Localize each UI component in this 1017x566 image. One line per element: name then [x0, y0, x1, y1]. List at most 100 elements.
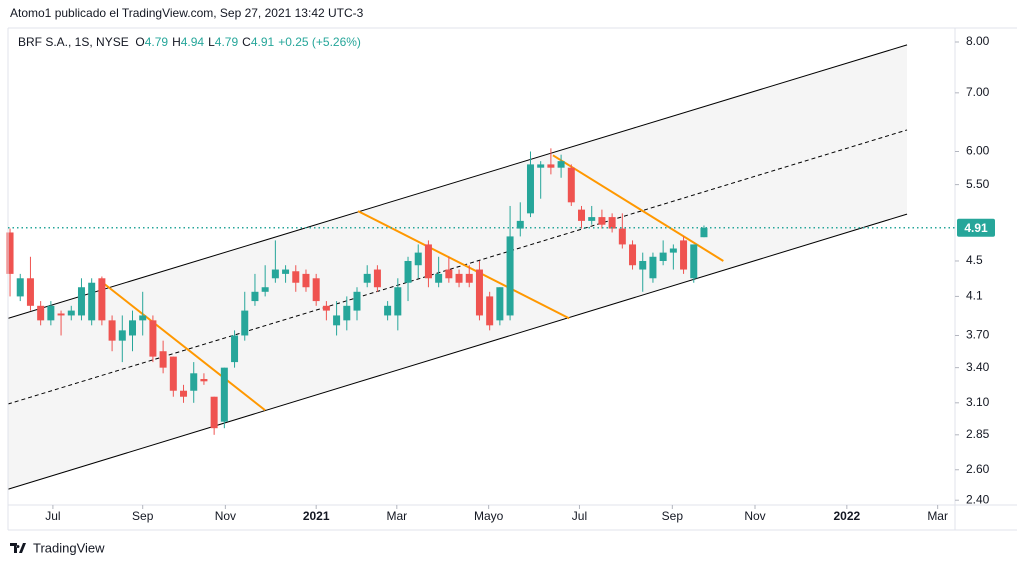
- candle: [588, 205, 596, 225]
- candle-body: [557, 161, 565, 168]
- candle-body: [343, 305, 351, 321]
- legend-key: C: [242, 35, 251, 49]
- candle-body: [47, 305, 55, 321]
- candle-body: [159, 351, 167, 368]
- candle-body: [547, 164, 555, 168]
- candle-body: [180, 390, 188, 397]
- candle: [57, 310, 65, 336]
- candle-body: [578, 209, 586, 221]
- candle-body: [618, 228, 626, 245]
- candle-body: [567, 167, 575, 203]
- logo-icon: [10, 543, 26, 553]
- candle-body: [465, 273, 473, 283]
- x-tick-label: Sep: [662, 509, 684, 523]
- candle-body: [118, 330, 126, 341]
- candle: [241, 291, 249, 341]
- candle: [465, 265, 473, 288]
- candle: [149, 315, 157, 363]
- x-tick-label: Jul: [45, 509, 60, 523]
- candle: [578, 205, 586, 229]
- candle-body: [506, 236, 514, 316]
- source: TradingView: [33, 540, 105, 555]
- candle: [333, 301, 341, 336]
- candle-body: [649, 256, 657, 279]
- candle: [496, 287, 504, 326]
- candle: [200, 373, 208, 385]
- legend-value: 4.79: [144, 35, 169, 49]
- legend-key: L: [208, 35, 215, 49]
- y-tick-label: 3.10: [966, 395, 990, 409]
- candle-body: [363, 273, 371, 283]
- candle-body: [608, 217, 616, 229]
- chart-title: Atomo1 publicado el TradingView.com, Sep…: [10, 6, 364, 20]
- candle-body: [700, 227, 708, 238]
- candle: [435, 256, 443, 288]
- candle-body: [88, 282, 96, 321]
- candle: [659, 240, 667, 266]
- candle: [139, 291, 147, 336]
- candle: [445, 256, 453, 283]
- candle: [312, 273, 320, 306]
- y-tick-label: 6.00: [966, 144, 990, 158]
- candle-body: [210, 396, 218, 429]
- candle-body: [629, 244, 637, 266]
- channel-lower: [7, 213, 908, 490]
- candle: [169, 356, 177, 397]
- candle: [26, 256, 34, 311]
- y-tick-label: 2.85: [966, 427, 990, 441]
- y-tick-label: 3.40: [966, 360, 990, 374]
- candle-body: [394, 287, 402, 316]
- y-tick-label: 2.40: [966, 492, 990, 506]
- candle-body: [57, 313, 65, 316]
- candle: [159, 340, 167, 374]
- x-tick-label: Mar: [386, 509, 407, 523]
- candle-body: [282, 269, 290, 274]
- candle: [47, 301, 55, 326]
- candle-body: [98, 278, 106, 321]
- candle: [373, 265, 381, 292]
- candle: [690, 244, 698, 283]
- candle: [118, 315, 126, 363]
- candle-body: [414, 252, 422, 266]
- y-tick-label: 5.50: [966, 177, 990, 191]
- candle: [608, 213, 616, 233]
- candle-body: [373, 269, 381, 288]
- candle-body: [302, 273, 310, 288]
- candle-body: [496, 287, 504, 321]
- candle: [251, 273, 259, 306]
- candle-body: [680, 240, 688, 270]
- legend-value: 4.79: [214, 35, 239, 49]
- x-tick-label: Mar: [927, 509, 948, 523]
- candle-body: [384, 305, 392, 316]
- candle-body: [169, 356, 177, 391]
- candle-body: [322, 305, 330, 311]
- legend: BRF S.A., 1S, NYSE O4.79 H4.94 L4.79 C4.91 +…: [18, 35, 365, 49]
- candle: [649, 252, 657, 283]
- candle-body: [292, 271, 300, 283]
- candle: [414, 244, 422, 279]
- candle-body: [455, 273, 463, 283]
- y-tick-label: 7.00: [966, 85, 990, 99]
- candle: [424, 240, 432, 288]
- candle-body: [231, 335, 239, 363]
- candle: [67, 305, 75, 321]
- candle-body: [271, 269, 279, 279]
- legend-change: +0.25 (+5.26%): [278, 35, 361, 49]
- candle: [455, 269, 463, 288]
- last-price-tag: [957, 218, 995, 237]
- x-tick-label: Mayo: [474, 509, 504, 523]
- x-tick-label: Jul: [572, 509, 587, 523]
- candle: [190, 362, 198, 403]
- candle: [639, 252, 647, 292]
- candle: [282, 265, 290, 283]
- candle-body: [475, 269, 483, 316]
- candle-body: [404, 260, 412, 283]
- trendline: [357, 210, 570, 320]
- candle: [394, 278, 402, 331]
- candle: [598, 209, 606, 229]
- candle: [210, 396, 218, 435]
- channel-upper: [7, 44, 908, 319]
- y-tick-label: 2.60: [966, 462, 990, 476]
- candle-body: [220, 367, 228, 422]
